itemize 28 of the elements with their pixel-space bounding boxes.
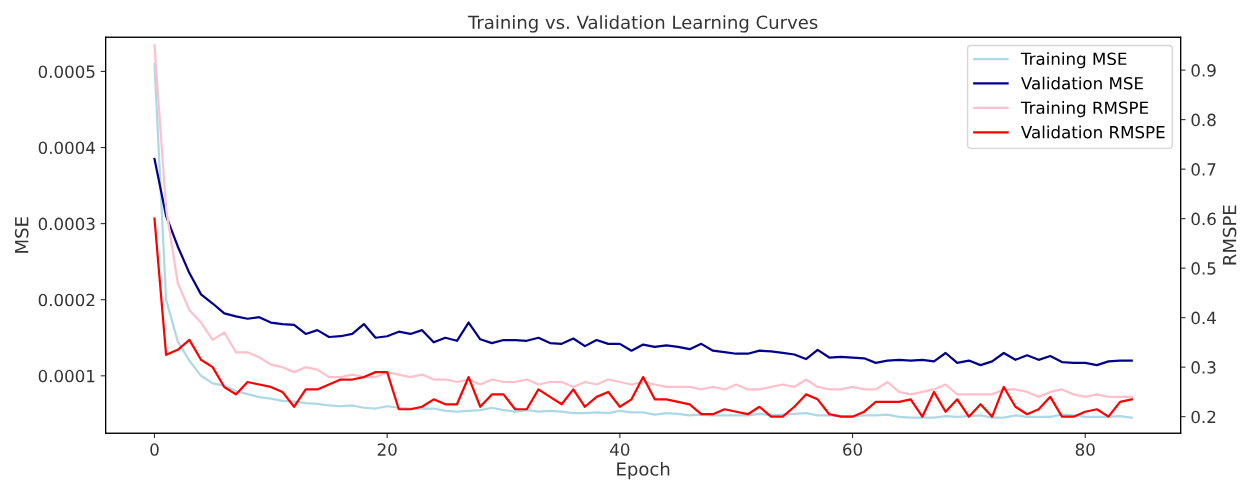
x-tick-label: 20 [377,443,397,456]
y-tick-label: 0.0001 [38,369,95,383]
y-tick-label: 0.0002 [38,293,95,307]
x-tick-label: 0 [150,443,159,456]
x-axis-title: Epoch [617,461,670,480]
y2-tick-label: 0.8 [1191,113,1216,127]
y-tick-label: 0.0005 [38,65,95,78]
line-series [153,217,1133,418]
y2-axis-title: RMSPE [1222,205,1237,265]
y2-tick-label: 0.6 [1191,212,1216,226]
x-tick-label: 60 [843,443,863,456]
x-tick-label: 40 [610,443,630,456]
legend-label: Validation RMSPE [1021,125,1165,139]
chart-title: Training vs. Validation Learning Curves [467,15,818,33]
legend-label: Training MSE [1020,52,1127,69]
y2-tick-label: 0.2 [1191,410,1216,424]
y2-tick-label: 0.3 [1191,361,1216,374]
y-axis-title: MSE [14,217,29,253]
legend-label: Training RMSPE [1020,101,1149,118]
x-tick-label: 80 [1075,443,1095,456]
legend-label: Validation MSE [1021,76,1143,90]
y-tick-label: 0.0004 [38,141,95,155]
y2-tick-label: 0.4 [1191,311,1216,325]
y2-tick-label: 0.5 [1191,262,1216,275]
y-tick-label: 0.0003 [38,217,95,231]
y2-tick-label: 0.9 [1191,64,1216,77]
y2-tick-label: 0.7 [1191,163,1216,176]
line-series [153,157,1133,367]
